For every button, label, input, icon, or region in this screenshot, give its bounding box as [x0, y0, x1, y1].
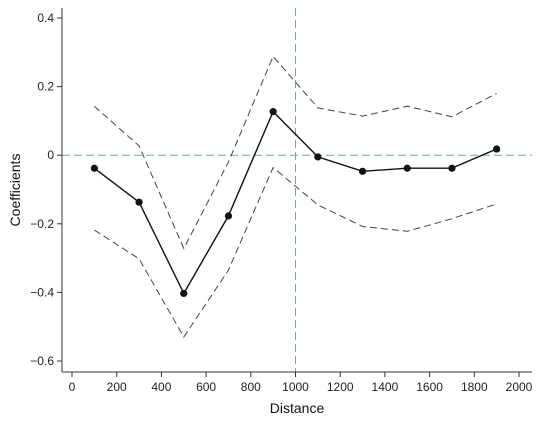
estimate-point — [493, 145, 501, 153]
y-tick-label: 0 — [47, 148, 54, 162]
y-tick-label: 0.2 — [37, 80, 54, 94]
y-axis-title: Coefficients — [7, 154, 23, 227]
reference-lines — [62, 8, 532, 372]
estimate-point — [180, 289, 188, 298]
y-tick-label: −0.2 — [30, 217, 54, 231]
lower-bound-line — [94, 166, 497, 338]
x-tick-label: 1200 — [327, 380, 354, 394]
estimate-point — [358, 167, 367, 175]
axes: 0 200 400 600 800 1000 1200 1400 1600 1800 2000 −0.… — [30, 8, 533, 394]
x-tick-label: 1000 — [282, 380, 309, 394]
x-tick-label: 200 — [107, 380, 127, 394]
x-tick-label: 800 — [241, 380, 261, 394]
estimate-point — [314, 153, 322, 161]
y-tick-label: −0.6 — [30, 354, 54, 368]
confidence-bounds — [93, 55, 497, 338]
upper-bound-line — [93, 55, 497, 250]
estimate-series — [90, 108, 501, 298]
x-tick-label: 1600 — [416, 380, 443, 394]
estimate-point — [224, 212, 233, 220]
y-tick-label: −0.4 — [30, 285, 54, 299]
x-tick-label: 2000 — [506, 380, 533, 394]
x-tick-label: 1800 — [461, 380, 488, 394]
x-tick-label: 600 — [196, 380, 216, 394]
estimate-point — [269, 108, 277, 116]
x-tick-label: 1400 — [372, 380, 399, 394]
estimate-line — [93, 110, 497, 295]
x-tick-label: 0 — [69, 380, 76, 394]
y-tick-label: 0.4 — [37, 11, 54, 25]
estimate-point — [135, 198, 143, 206]
estimate-point — [448, 164, 456, 172]
estimate-point — [403, 164, 411, 172]
x-axis-title: Distance — [270, 400, 325, 416]
estimate-point — [90, 164, 98, 172]
x-tick-label: 400 — [151, 380, 171, 394]
